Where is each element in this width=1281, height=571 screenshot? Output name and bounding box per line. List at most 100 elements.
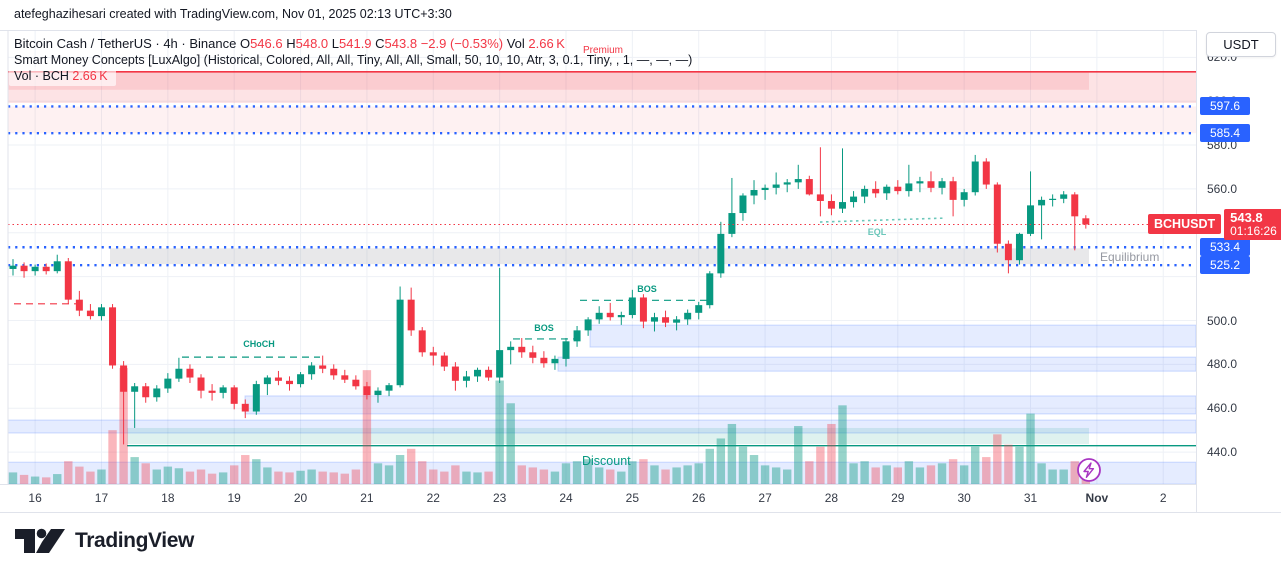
premium-band-zone [8, 71, 1196, 103]
volume-legend[interactable]: Vol · BCH 2.66 K [9, 67, 116, 86]
candle-body [927, 181, 935, 188]
candle-body [794, 179, 802, 183]
volume-bar [329, 472, 338, 484]
volume-bar [915, 467, 925, 484]
candle-body [418, 330, 426, 353]
candle-body [496, 350, 504, 378]
candle-body [9, 265, 17, 269]
volume-bar [860, 461, 869, 484]
date-axis-label: Nov [1085, 491, 1109, 505]
candle-body [42, 266, 50, 272]
volume-bar [395, 455, 405, 484]
volume-bar [97, 469, 106, 484]
candle-body [772, 184, 780, 188]
currency-toggle-button[interactable]: USDT [1206, 32, 1276, 57]
candle-body [31, 266, 39, 272]
candle-body [938, 181, 946, 188]
volume-bar [1070, 461, 1079, 484]
candle-body [97, 307, 105, 317]
symbol-line-part: H [286, 36, 296, 51]
premium-deep-zone [8, 71, 1089, 90]
candle-body [462, 376, 470, 381]
candle-body [440, 355, 448, 367]
date-axis-label: 24 [559, 491, 573, 505]
plot-area[interactable] [8, 30, 1196, 484]
volume-bar [937, 463, 947, 484]
volume-bar [440, 471, 449, 484]
candle-body [750, 190, 758, 196]
candle-body [241, 403, 249, 412]
price-axis-label: 480.0 [1207, 357, 1238, 372]
volume-bar [727, 423, 737, 484]
volume-bar [185, 471, 195, 484]
candle-body [894, 186, 902, 192]
symbol-line-part: 546.6 [250, 36, 287, 51]
lightning-boost-icon[interactable] [1077, 458, 1101, 482]
volume-bar [263, 467, 272, 484]
time-axis[interactable]: 16 17 18 19 20 21 22 23 24 25 26 27 28 29 30 31 Nov 2 [0, 484, 1196, 512]
volume-bar [462, 471, 471, 484]
demand-zone-teal-zone [127, 427, 1089, 444]
volume-bar [583, 459, 593, 484]
volume-bar [926, 465, 936, 484]
candle-body [53, 261, 61, 272]
candle-body [1027, 205, 1035, 234]
date-axis-label: 27 [758, 491, 772, 505]
volume-bar [628, 461, 637, 484]
date-axis-label: 30 [957, 491, 971, 505]
candle-body [650, 317, 658, 322]
date-axis-label: 29 [891, 491, 905, 505]
volume-bar [252, 459, 261, 484]
candle-body [617, 315, 625, 318]
volume-bar [838, 405, 847, 484]
price-axis[interactable]: 620.0600.0580.0560.0500.0480.0460.0440.0… [1196, 30, 1281, 512]
volume-bar [196, 469, 206, 484]
volume-bar [484, 471, 493, 484]
order-block-1-zone [589, 324, 1196, 348]
volume-bar [429, 469, 438, 484]
candle-body [573, 330, 581, 342]
volume-bar [805, 461, 814, 484]
chart-label-equilibrium: Equilibrium [1100, 250, 1159, 264]
price-axis-label: 440.0 [1207, 445, 1238, 460]
volume-bar [661, 469, 670, 484]
volume-bar [594, 467, 604, 484]
order-block-5-zone [8, 461, 1196, 484]
candle-body [341, 375, 349, 380]
date-axis-label: 19 [227, 491, 241, 505]
volume-bar [771, 467, 781, 484]
candle-body [120, 365, 128, 392]
symbol-line-part: L [331, 36, 339, 51]
volume-bar [816, 446, 825, 484]
candle-body [595, 312, 603, 320]
volume-bar [572, 461, 582, 484]
candle-body [518, 346, 526, 353]
candle-body [827, 200, 835, 209]
price-level-badge: 597.6 [1200, 97, 1250, 116]
candle-body [1071, 194, 1079, 217]
volume-bar [296, 470, 305, 484]
candle-body [1038, 199, 1046, 206]
volume-bar [683, 465, 692, 484]
candle-body [219, 387, 227, 393]
symbol-ohlc-line[interactable]: Bitcoin Cash / TetherUS · 4h · Binance O… [14, 36, 565, 51]
volume-bar [794, 426, 803, 484]
indicator-settings-line[interactable]: Smart Money Concepts [LuxAlgo] (Historic… [14, 53, 693, 67]
eql-dotted [819, 217, 946, 223]
volume-bar [650, 465, 659, 484]
symbol-line-part: Vol [506, 36, 529, 51]
volume-bar [672, 467, 681, 484]
volume-bar [207, 473, 217, 484]
candle-body [507, 346, 515, 351]
volume-bar [760, 465, 770, 484]
symbol-line-part: Bitcoin Cash / TetherUS · 4h · Binance [14, 36, 240, 51]
volume-bar [1037, 463, 1046, 484]
volume-bar [41, 477, 51, 484]
symbol-line-part: −2.9 (−0.53%) [420, 36, 507, 51]
tradingview-logo[interactable]: TradingView [14, 526, 194, 556]
volume-bar [971, 446, 980, 484]
volume-bar [340, 473, 349, 484]
tradingview-logo-text: TradingView [75, 529, 194, 552]
